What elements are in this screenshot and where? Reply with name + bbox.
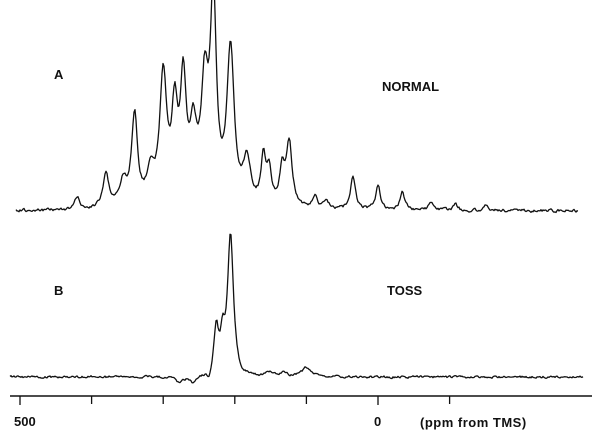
- panel-a-title: NORMAL: [382, 79, 439, 94]
- panel-b: B TOSS: [9, 233, 584, 384]
- spectrum-trace-toss: [9, 233, 584, 384]
- x-ticks: [19, 396, 451, 405]
- panel-b-title: TOSS: [387, 283, 422, 298]
- panel-a: A NORMAL: [15, 0, 579, 214]
- x-axis-title: (ppm from TMS): [420, 415, 527, 430]
- spectrum-trace-normal: [15, 0, 579, 214]
- panel-a-label: A: [54, 67, 64, 82]
- panel-b-label: B: [54, 283, 63, 298]
- x-axis: 500 0 (ppm from TMS): [10, 395, 592, 430]
- x-tick-label-500: 500: [14, 414, 36, 429]
- x-tick-label-0: 0: [374, 414, 381, 429]
